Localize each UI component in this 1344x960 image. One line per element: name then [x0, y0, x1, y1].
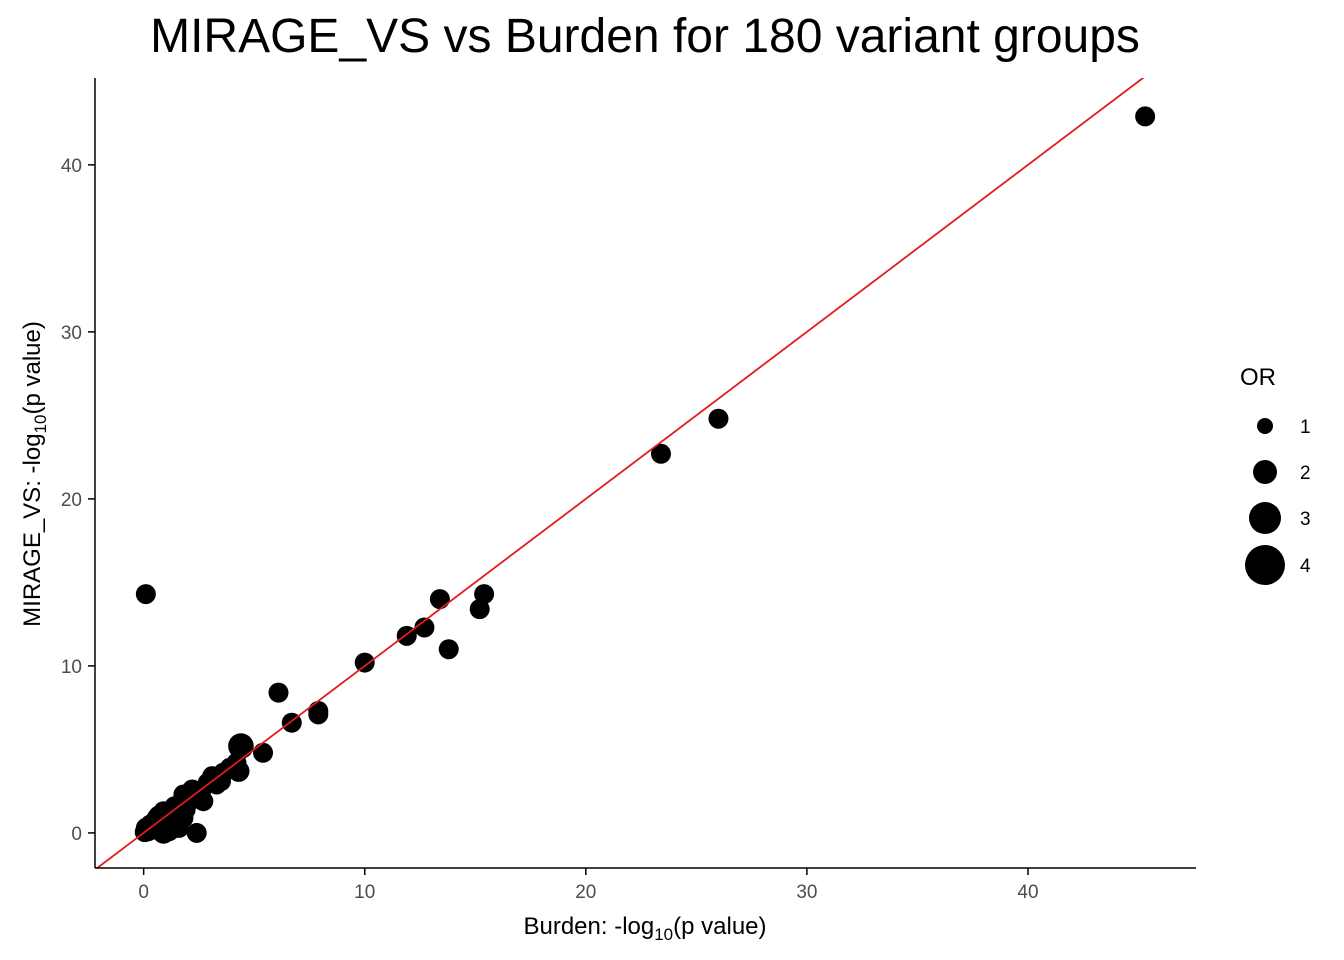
x-tick-label-20: 20: [575, 882, 596, 903]
y-tick-label-10: 10: [61, 657, 82, 678]
chart-title: MIRAGE_VS vs Burden for 180 variant grou…: [150, 10, 1140, 63]
legend-entries: 1 2 3 4: [1245, 417, 1311, 585]
data-point-7: [414, 617, 435, 638]
y-axis-label-subscript: 10: [31, 415, 50, 434]
data-point-16: [228, 733, 254, 759]
legend-key-4: [1245, 545, 1285, 585]
data-point-10: [135, 584, 156, 605]
legend-title: OR: [1240, 364, 1276, 391]
data-point-11: [268, 682, 289, 703]
legend-label-2: 2: [1300, 463, 1311, 484]
x-axis-label: Burden: -log10(p value): [523, 913, 766, 944]
y-axis-label: MIRAGE_VS: -log10(p value): [19, 321, 50, 627]
x-axis-label-subscript: 10: [654, 925, 673, 944]
legend-key-1: [1257, 418, 1273, 434]
x-tick-label-0: 0: [138, 882, 149, 903]
data-point-6: [438, 639, 459, 660]
y-axis-label-suffix: (p value): [19, 321, 46, 414]
data-point-9: [354, 652, 375, 673]
legend-key-3: [1249, 502, 1281, 534]
data-point-1: [708, 408, 729, 429]
x-axis-label-prefix: Burden: -log: [523, 913, 654, 940]
identity-line: [95, 78, 1145, 868]
data-point-51: [146, 807, 167, 828]
data-point-46: [186, 822, 207, 843]
data-point-3: [474, 584, 495, 605]
x-axis-label-suffix: (p value): [673, 913, 766, 940]
x-tick-label-10: 10: [354, 882, 375, 903]
y-tick-label-30: 30: [61, 323, 82, 344]
data-point-0: [1135, 106, 1156, 127]
legend-label-4: 4: [1300, 556, 1311, 577]
x-tick-label-40: 40: [1017, 882, 1038, 903]
legend-label-1: 1: [1300, 417, 1311, 438]
legend-label-3: 3: [1300, 509, 1311, 530]
data-point-4: [469, 599, 490, 620]
data-point-49: [211, 771, 232, 792]
reference-line-group: [95, 78, 1145, 868]
y-tick-label-0: 0: [71, 824, 82, 845]
legend: OR 1 2 3 4: [1240, 364, 1311, 585]
data-point-50: [162, 811, 183, 832]
y-tick-label-20: 20: [61, 490, 82, 511]
y-tick-label-40: 40: [61, 156, 82, 177]
data-point-2: [650, 443, 671, 464]
data-point-5: [429, 589, 450, 610]
legend-key-2: [1253, 460, 1277, 484]
data-points: [134, 106, 1156, 844]
data-point-48: [193, 791, 214, 812]
x-tick-label-30: 30: [796, 882, 817, 903]
data-point-15: [253, 742, 274, 763]
data-point-52: [175, 799, 196, 820]
y-axis-label-prefix: MIRAGE_VS: -log: [19, 433, 46, 626]
data-point-13: [308, 701, 329, 721]
y-axis-ticks: 0 10 20 30 40: [61, 156, 95, 845]
x-axis-ticks: 0 10 20 30 40: [138, 868, 1039, 903]
